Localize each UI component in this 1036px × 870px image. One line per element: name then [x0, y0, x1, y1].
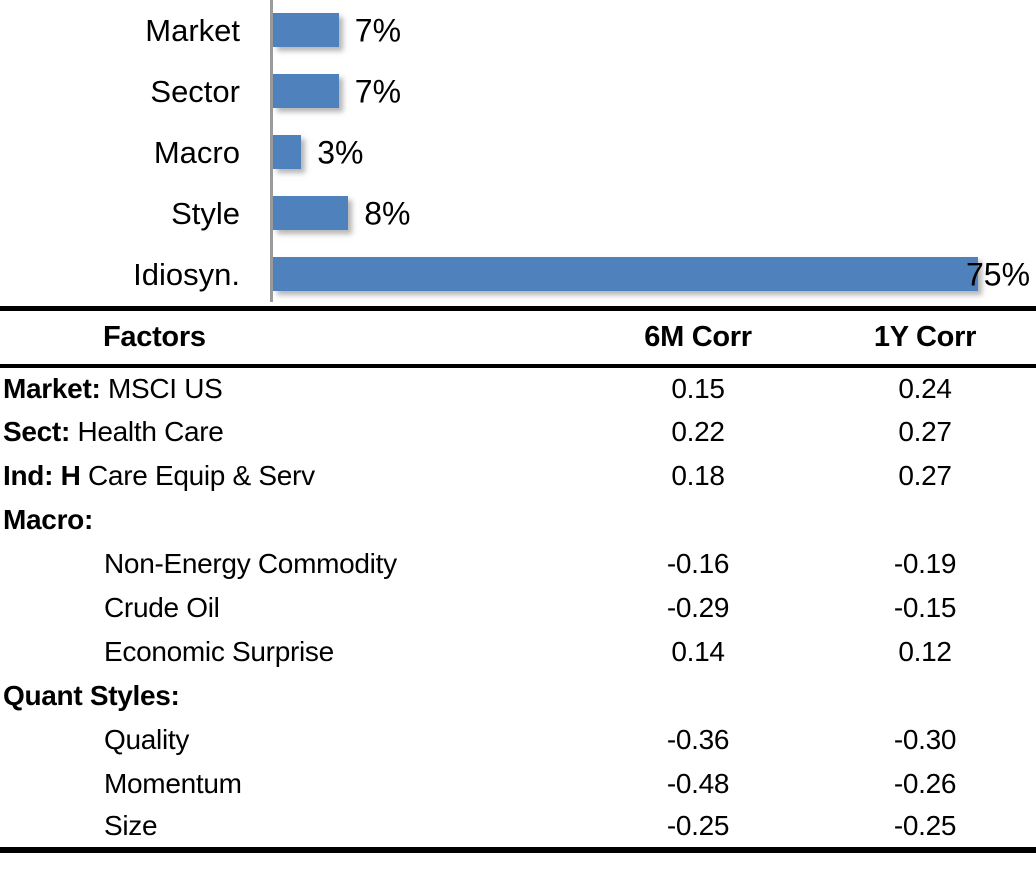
chart-bar-area: 8% — [273, 183, 1036, 244]
chart-bar-row: Market 7% — [0, 0, 1036, 61]
corr-6m-cell: 0.22 — [671, 415, 725, 447]
factor-prefix: Macro: — [3, 503, 93, 535]
chart-bar-area: 7% — [273, 0, 1036, 61]
chart-value-label: 7% — [354, 12, 402, 48]
chart-bar-row: Macro 3% — [0, 122, 1036, 183]
table-row: Non-Energy Commodity -0.16 -0.19 — [0, 542, 1036, 586]
chart-category-label: Idiosyn. — [133, 257, 240, 292]
chart-bar-area: 7% — [273, 61, 1036, 122]
factor-label: Size — [104, 810, 158, 841]
factor-prefix: Quant Styles: — [3, 679, 180, 711]
factor-cell: Size — [0, 806, 560, 850]
corr-1y-cell: -0.26 — [893, 767, 957, 799]
factor-prefix: Sect: — [3, 415, 70, 447]
factor-label: MSCI US — [100, 372, 223, 404]
factor-label: Health Care — [69, 415, 224, 447]
factor-cell: Sect: Health Care — [0, 410, 560, 454]
chart-bar-area: 75% — [273, 244, 1036, 305]
corr-1y-cell: -0.25 — [893, 810, 957, 841]
corr-6m-cell: 0.18 — [671, 459, 725, 491]
chart-value-label: 7% — [354, 73, 402, 109]
corr-6m-cell: -0.48 — [666, 767, 730, 799]
corr-1y-cell: -0.30 — [893, 723, 957, 755]
table-row: Momentum -0.48 -0.26 — [0, 762, 1036, 806]
factor-label: Care Equip & Serv — [80, 459, 315, 491]
factor-contribution-bar-chart: Market 7% Sector 7% Macro 3% Style 8% Idiosyn. 75… — [0, 0, 1036, 306]
factor-cell: Momentum — [0, 762, 560, 806]
chart-value-label: 8% — [364, 195, 411, 231]
table-row: Quality -0.36 -0.30 — [0, 718, 1036, 762]
corr-1y-cell: 0.12 — [898, 635, 952, 667]
table-row: Crude Oil -0.29 -0.15 — [0, 586, 1036, 630]
corr-1y-cell: -0.19 — [893, 547, 957, 579]
factor-cell: Economic Surprise — [0, 630, 560, 674]
chart-bar — [273, 135, 302, 169]
corr-1y-cell: 0.24 — [898, 372, 952, 404]
table-header-row: Factors 6M Corr 1Y Corr — [0, 309, 1036, 366]
factor-correlation-table: Factors 6M Corr 1Y Corr Market: MSCI US 0… — [0, 306, 1036, 853]
corr-6m-cell: 0.14 — [671, 635, 725, 667]
corr-1y-cell: -0.15 — [893, 591, 957, 623]
factor-label: Momentum — [104, 767, 242, 799]
table-row: Economic Surprise 0.14 0.12 — [0, 630, 1036, 674]
correlation-table: Factors 6M Corr 1Y Corr Market: MSCI US 0… — [0, 306, 1036, 853]
corr-6m-cell: -0.36 — [666, 723, 730, 755]
corr-1y-cell — [836, 674, 1036, 718]
corr-1y-cell: 0.27 — [898, 415, 952, 447]
factor-label: Economic Surprise — [104, 635, 334, 667]
factor-cell: Crude Oil — [0, 586, 560, 630]
chart-bar-row: Sector 7% — [0, 61, 1036, 122]
table-row: Quant Styles: — [0, 674, 1036, 718]
factor-label: Non-Energy Commodity — [104, 547, 397, 579]
factor-cell: Quality — [0, 718, 560, 762]
corr-6m-cell: 0.15 — [671, 372, 725, 404]
factor-cell: Quant Styles: — [0, 674, 560, 718]
corr-6m-cell: -0.25 — [666, 810, 730, 841]
factor-cell: Market: MSCI US — [0, 366, 560, 410]
chart-plot-area: Market 7% Sector 7% Macro 3% Style 8% Idiosyn. 75… — [0, 0, 1036, 305]
col-header-6m-corr: 6M Corr — [644, 320, 752, 353]
factor-prefix: Ind: H — [3, 459, 81, 491]
chart-y-axis-line — [270, 0, 273, 302]
chart-bar — [273, 13, 339, 47]
chart-category-label: Sector — [150, 74, 240, 109]
corr-6m-cell — [560, 498, 836, 542]
table-row: Size -0.25 -0.25 — [0, 806, 1036, 850]
factor-prefix: Market: — [3, 372, 101, 404]
chart-bar-row: Style 8% — [0, 183, 1036, 244]
table-row: Sect: Health Care 0.22 0.27 — [0, 410, 1036, 454]
chart-bar — [273, 257, 978, 291]
factor-cell: Non-Energy Commodity — [0, 542, 560, 586]
chart-bar-area: 3% — [273, 122, 1036, 183]
factor-cell: Ind: H Care Equip & Serv — [0, 454, 560, 498]
chart-value-label: 3% — [317, 134, 364, 170]
factor-label: Quality — [104, 723, 190, 755]
factor-label: Crude Oil — [104, 591, 220, 623]
chart-bar-row: Idiosyn. 75% — [0, 244, 1036, 305]
chart-category-label: Market — [145, 13, 240, 48]
chart-bar — [273, 196, 349, 230]
chart-category-label: Macro — [153, 135, 240, 170]
chart-value-label: 75% — [966, 256, 1031, 292]
factor-cell: Macro: — [0, 498, 560, 542]
chart-bar — [273, 74, 339, 108]
col-header-1y-corr: 1Y Corr — [873, 320, 977, 353]
corr-6m-cell — [560, 674, 836, 718]
table-row: Ind: H Care Equip & Serv 0.18 0.27 — [0, 454, 1036, 498]
corr-1y-cell — [836, 498, 1036, 542]
chart-category-label: Style — [171, 196, 240, 231]
corr-6m-cell: -0.29 — [666, 591, 730, 623]
table-row: Market: MSCI US 0.15 0.24 — [0, 366, 1036, 410]
corr-6m-cell: -0.16 — [666, 547, 730, 579]
col-header-factors: Factors — [103, 320, 206, 353]
corr-1y-cell: 0.27 — [898, 459, 952, 491]
table-row: Macro: — [0, 498, 1036, 542]
